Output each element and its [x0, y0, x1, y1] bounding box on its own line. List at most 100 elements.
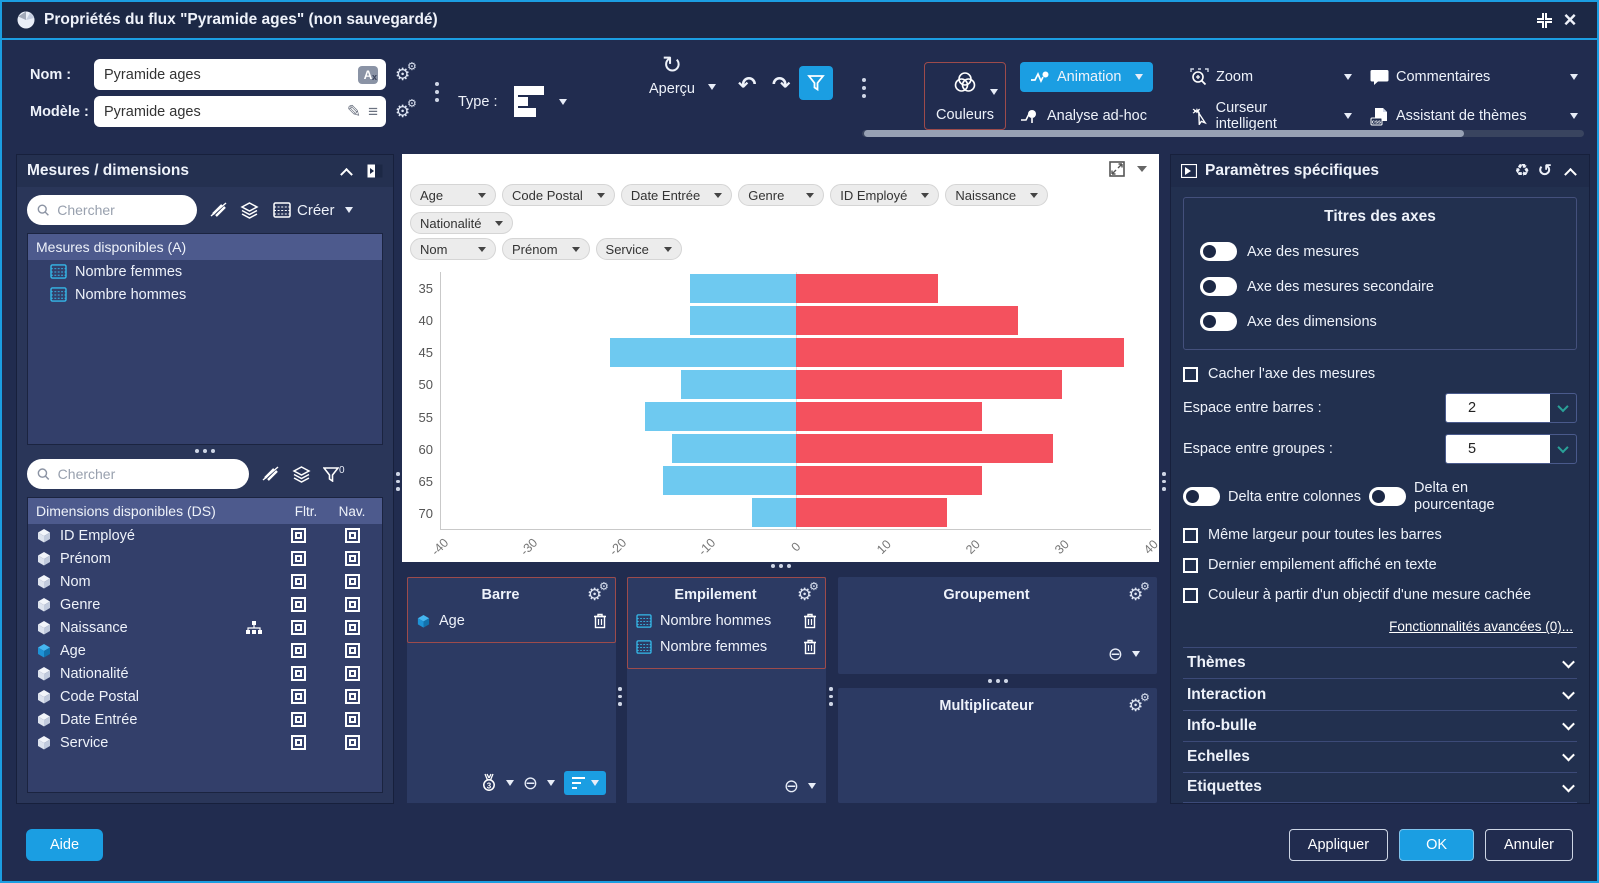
topn-dropdown[interactable]	[505, 780, 514, 786]
ok-button[interactable]: OK	[1399, 829, 1475, 861]
gears-icon[interactable]: ⚙ ⚙	[587, 581, 609, 604]
dock-panel-icon[interactable]	[367, 164, 383, 178]
annuler-button[interactable]: Annuler	[1485, 829, 1573, 861]
dimension-chip[interactable]: Nom	[410, 238, 496, 260]
exclude-dropdown[interactable]	[547, 780, 555, 786]
gears-icon[interactable]: ⚙ ⚙	[797, 581, 819, 604]
axe-mesures-toggle[interactable]	[1200, 242, 1237, 261]
table-row[interactable]: Date Entrée	[28, 708, 382, 731]
table-row[interactable]: Code Postal	[28, 685, 382, 708]
modele-input[interactable]	[102, 102, 347, 121]
trash-icon[interactable]	[803, 613, 817, 629]
sort-button[interactable]	[564, 771, 606, 795]
group-mult-splitter[interactable]	[838, 674, 1157, 688]
filter-checkbox[interactable]	[290, 597, 306, 612]
section-themes[interactable]: Thèmes	[1183, 647, 1577, 678]
nav-checkbox[interactable]	[344, 643, 360, 658]
section-echelles[interactable]: Echelles	[1183, 740, 1577, 772]
filter-checkbox[interactable]	[290, 643, 306, 658]
delta-pourcentage-toggle[interactable]	[1369, 487, 1406, 507]
trash-icon[interactable]	[593, 613, 607, 629]
collapse-window-icon[interactable]	[1531, 7, 1557, 33]
gears-icon[interactable]: ⚙ ⚙	[1128, 581, 1150, 604]
apercu-dropdown[interactable]	[708, 84, 716, 90]
exclude-dropdown[interactable]	[1132, 651, 1140, 657]
filter-checkbox[interactable]	[290, 712, 306, 727]
undo-icon[interactable]: ↶	[738, 72, 757, 97]
table-row-active[interactable]: Age	[28, 639, 382, 662]
well-item[interactable]: Nombre hommes	[634, 608, 819, 634]
gears-icon[interactable]: ⚙ ⚙	[1128, 692, 1150, 715]
well-item[interactable]: Nombre femmes	[634, 634, 819, 660]
dimension-chip[interactable]: Date Entrée	[620, 184, 733, 206]
table-row[interactable]: Nationalité	[28, 662, 382, 685]
delta-colonnes-toggle[interactable]	[1183, 487, 1220, 507]
list-item[interactable]: Nombre femmes	[28, 260, 382, 283]
table-row[interactable]: Prénom	[28, 547, 382, 570]
toolbar-scrollbar[interactable]	[862, 130, 1584, 137]
assistant-themes-button[interactable]: css Assistant de thèmes	[1370, 101, 1578, 131]
hide-hidden-icon[interactable]	[209, 202, 228, 218]
meme-largeur-checkbox[interactable]	[1183, 527, 1198, 543]
redo-icon[interactable]: ↷	[772, 72, 791, 97]
filter-checkbox[interactable]	[290, 574, 306, 589]
dimension-chip[interactable]: Service	[595, 238, 682, 260]
history-icon[interactable]: ↺	[1537, 161, 1552, 180]
filter-checkbox[interactable]	[290, 620, 306, 635]
layers-icon[interactable]	[292, 465, 311, 483]
wells-splitter-dots[interactable]	[618, 687, 622, 706]
layers-icon[interactable]	[240, 201, 259, 219]
table-row[interactable]: ID Employé	[28, 524, 382, 547]
topn-medal-icon[interactable]: 3	[481, 773, 497, 793]
toolbar-splitter-dots[interactable]	[435, 82, 439, 102]
well-item[interactable]: Age	[414, 608, 609, 634]
nav-checkbox[interactable]	[344, 551, 360, 566]
table-row[interactable]: Naissance	[28, 616, 382, 639]
gears-icon[interactable]: ⚙ ⚙	[395, 60, 417, 84]
cacher-axe-checkbox[interactable]	[1183, 366, 1198, 382]
section-info-bulle[interactable]: Info-bulle	[1183, 709, 1577, 741]
toolbar-menu-dots[interactable]	[862, 78, 866, 98]
hide-hidden-icon[interactable]	[261, 466, 280, 482]
analyse-adhoc-button[interactable]: Analyse ad-hoc	[1020, 101, 1153, 131]
advanced-features-link[interactable]: Fonctionnalités avancées (0)...	[1389, 619, 1573, 635]
table-row[interactable]: Nom	[28, 570, 382, 593]
expand-preview-icon[interactable]	[1109, 161, 1125, 177]
couleurs-button[interactable]: Couleurs	[924, 62, 1006, 130]
center-right-splitter-dots[interactable]	[1162, 472, 1166, 491]
exclude-icon[interactable]: ⊖	[1107, 644, 1123, 664]
dernier-empilement-checkbox[interactable]	[1183, 557, 1198, 573]
filter-button[interactable]	[799, 66, 833, 100]
exclude-dropdown[interactable]	[808, 783, 816, 789]
filter-checkbox[interactable]	[290, 528, 306, 543]
axe-dimensions-toggle[interactable]	[1200, 312, 1237, 331]
aide-button[interactable]: Aide	[26, 829, 104, 861]
nav-checkbox[interactable]	[344, 620, 360, 635]
dimensions-search-input[interactable]	[55, 465, 239, 483]
dimension-chip[interactable]: Genre	[738, 184, 825, 206]
axe-mesures-secondaire-toggle[interactable]	[1200, 277, 1237, 296]
table-row[interactable]: Genre	[28, 593, 382, 616]
commentaires-button[interactable]: Commentaires	[1370, 62, 1578, 92]
trash-icon[interactable]	[803, 639, 817, 655]
filter-checkbox[interactable]	[290, 689, 306, 704]
filter-checkbox[interactable]	[290, 666, 306, 681]
close-icon[interactable]: ×	[1563, 7, 1577, 32]
appliquer-button[interactable]: Appliquer	[1288, 829, 1389, 861]
filter-checkbox[interactable]	[290, 551, 306, 566]
dimension-filter-icon[interactable]: 0	[323, 465, 345, 482]
table-row[interactable]: Service	[28, 731, 382, 754]
section-etiquettes[interactable]: Etiquettes	[1183, 771, 1577, 803]
nav-checkbox[interactable]	[344, 574, 360, 589]
dimension-chip[interactable]: Nationalité	[410, 212, 514, 234]
couleur-objectif-checkbox[interactable]	[1183, 587, 1198, 603]
nav-checkbox[interactable]	[344, 689, 360, 704]
gears-icon[interactable]: ⚙ ⚙	[395, 97, 417, 121]
collapse-settings-icon[interactable]	[1564, 167, 1577, 181]
filter-checkbox[interactable]	[290, 735, 306, 750]
undock-panel-icon[interactable]	[1181, 164, 1197, 178]
toolbar-scrollbar-thumb[interactable]	[864, 130, 1464, 137]
preview-menu-dropdown[interactable]	[1137, 166, 1147, 172]
espace-groupes-input[interactable]: 5	[1445, 434, 1577, 464]
curseur-intelligent-button[interactable]: Curseur intelligent	[1190, 100, 1352, 132]
